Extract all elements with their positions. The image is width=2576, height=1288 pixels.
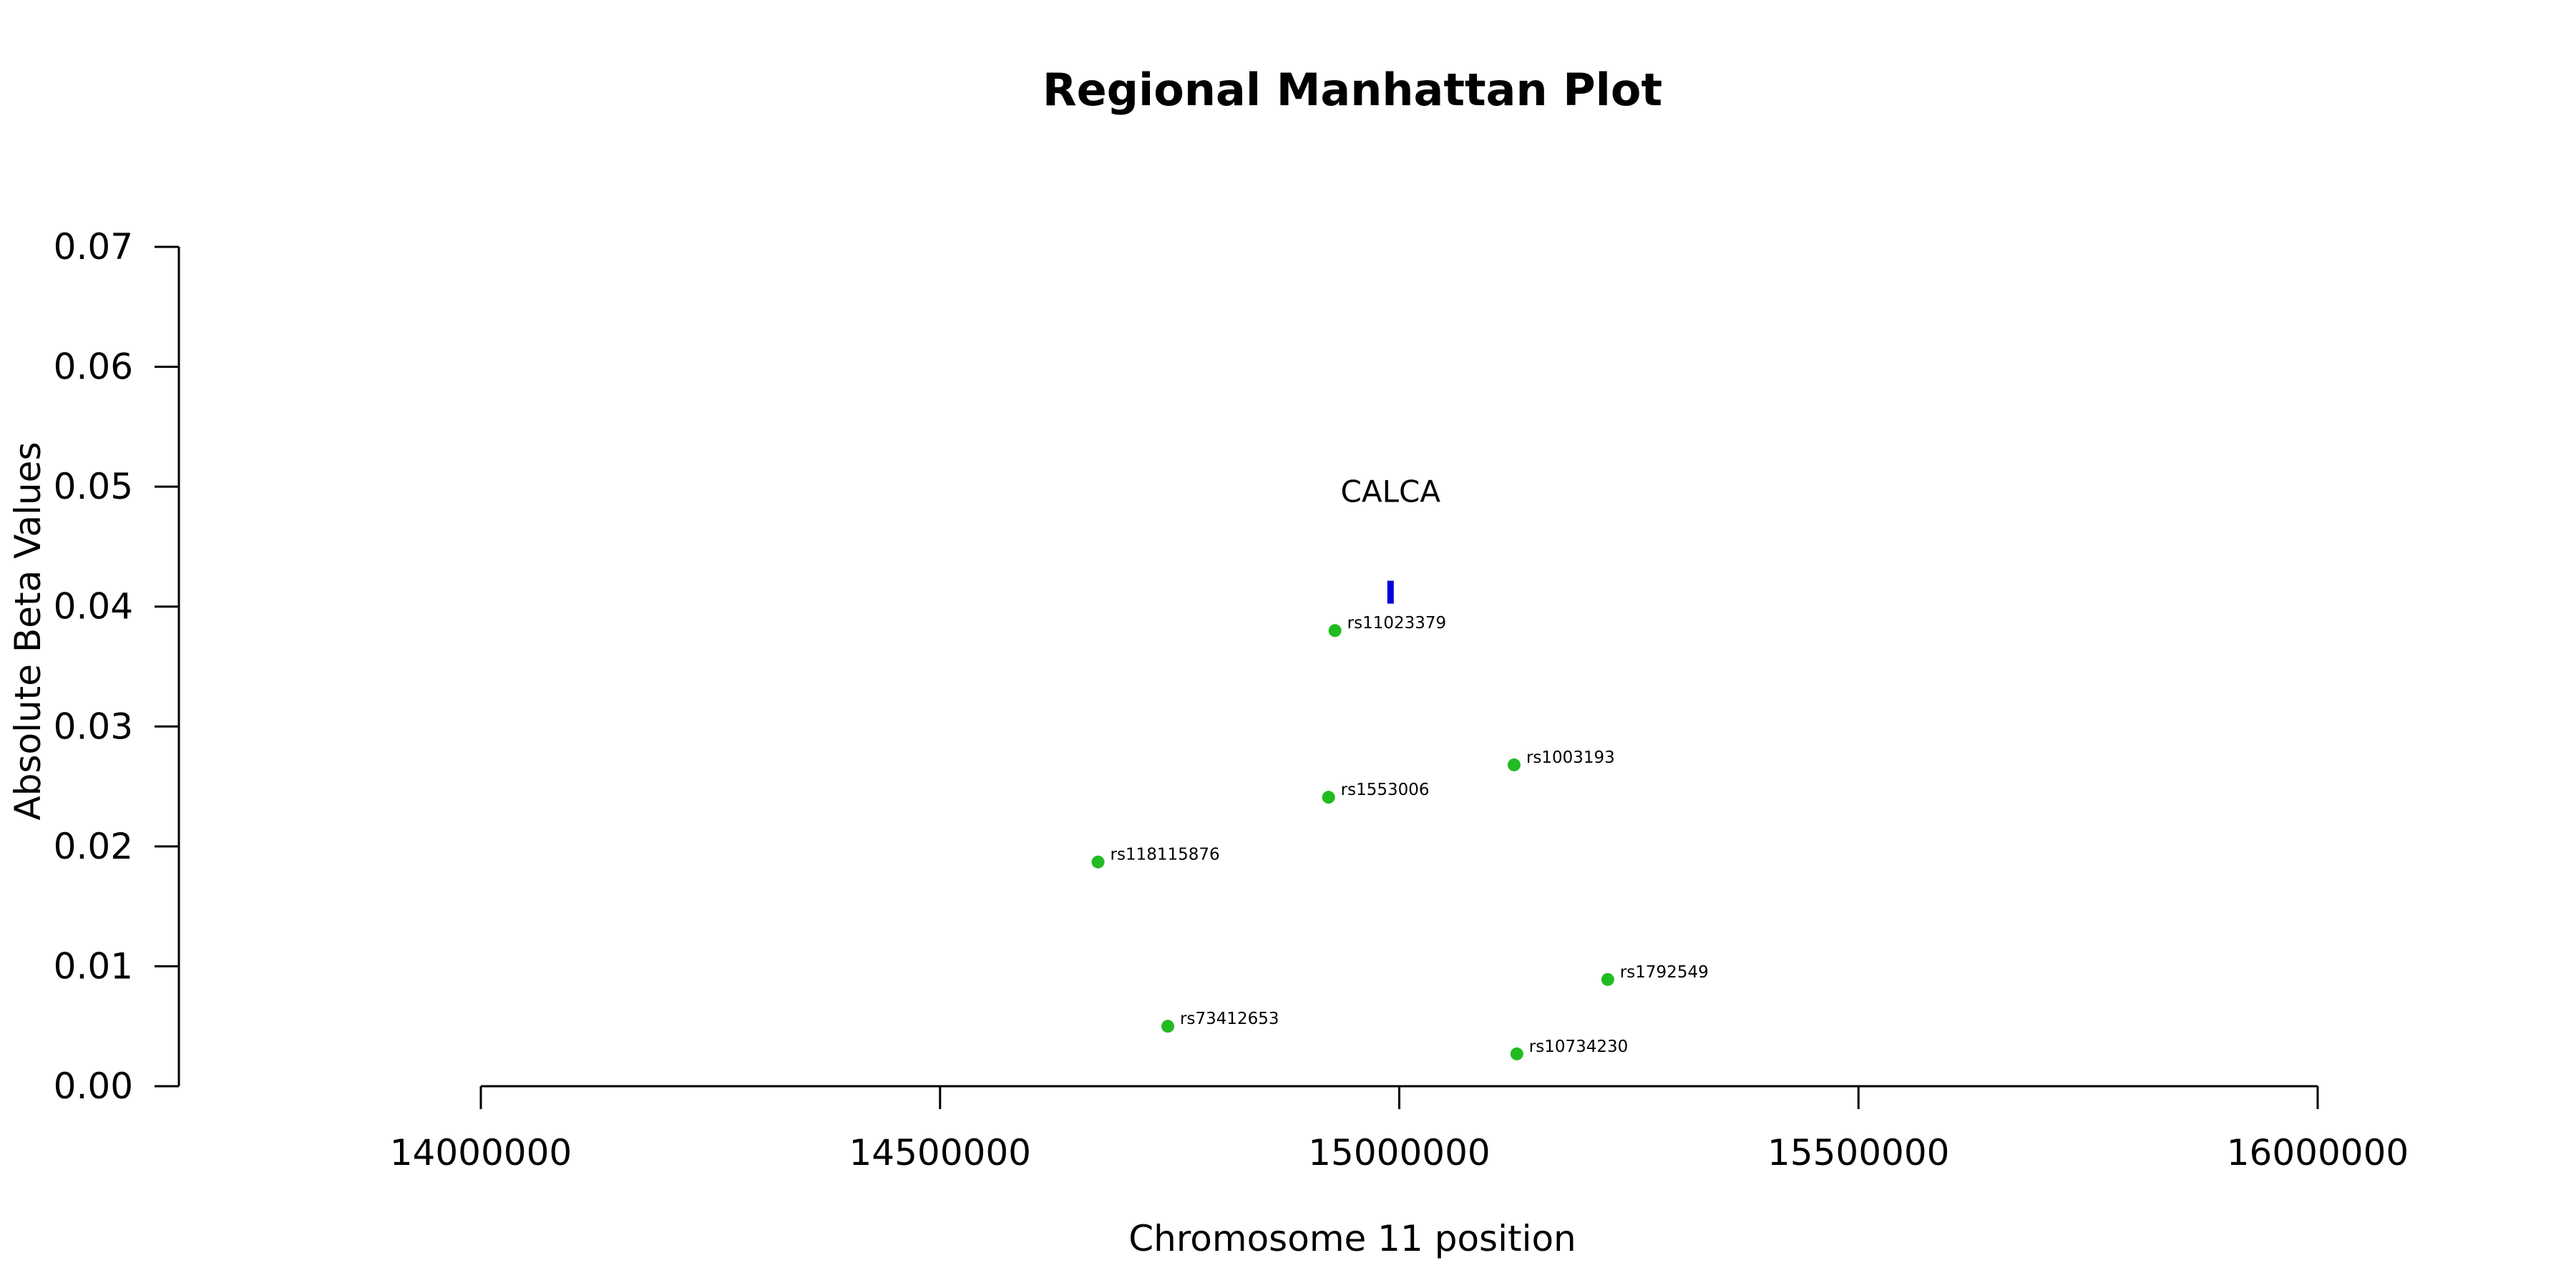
y-tick-label: 0.06 (54, 346, 133, 388)
y-axis-title: Absolute Beta Values (7, 442, 49, 821)
snp-label: rs73412653 (1180, 1010, 1279, 1028)
gene-label: CALCA (1341, 474, 1441, 509)
snp-label: rs11023379 (1347, 614, 1447, 633)
x-tick-label: 14500000 (849, 1132, 1032, 1174)
x-axis-title: Chromosome 11 position (1128, 1218, 1576, 1259)
snp-point (1161, 1020, 1175, 1033)
snp-label: rs1003193 (1526, 748, 1615, 767)
x-tick-label: 15500000 (1767, 1132, 1950, 1174)
x-axis-ticks: 14000000 14500000 15000000 15500000 16000000 (390, 1086, 2409, 1174)
x-tick-label: 15000000 (1308, 1132, 1491, 1174)
snp-points: rs11023379 rs1003193 rs1553006 rs118115876 r… (1091, 614, 1709, 1060)
y-tick-label: 0.04 (54, 586, 133, 628)
y-tick-label: 0.07 (54, 226, 133, 268)
gene-track: CALCA (1341, 474, 1441, 604)
snp-point (1091, 855, 1105, 869)
y-tick-label: 0.05 (54, 466, 133, 507)
y-tick-label: 0.00 (54, 1065, 133, 1107)
x-tick-label: 14000000 (390, 1132, 572, 1174)
snp-label: rs118115876 (1111, 846, 1220, 864)
snp-point (1510, 1047, 1523, 1060)
y-tick-label: 0.02 (54, 826, 133, 867)
snp-label: rs1553006 (1341, 781, 1430, 799)
snp-point (1328, 624, 1342, 638)
y-tick-label: 0.03 (54, 706, 133, 747)
snp-point (1507, 758, 1521, 771)
snp-label: rs1792549 (1620, 963, 1709, 982)
gene-marker (1387, 580, 1394, 604)
chart-title: Regional Manhattan Plot (1043, 64, 1662, 116)
y-axis-ticks: 0.00 0.01 0.02 0.03 0.04 0.05 0.06 0.07 (54, 226, 179, 1107)
snp-point (1601, 972, 1614, 986)
snp-label: rs10734230 (1529, 1038, 1629, 1056)
x-tick-label: 16000000 (2227, 1132, 2409, 1174)
y-tick-label: 0.01 (54, 945, 133, 987)
snp-point (1322, 791, 1335, 804)
